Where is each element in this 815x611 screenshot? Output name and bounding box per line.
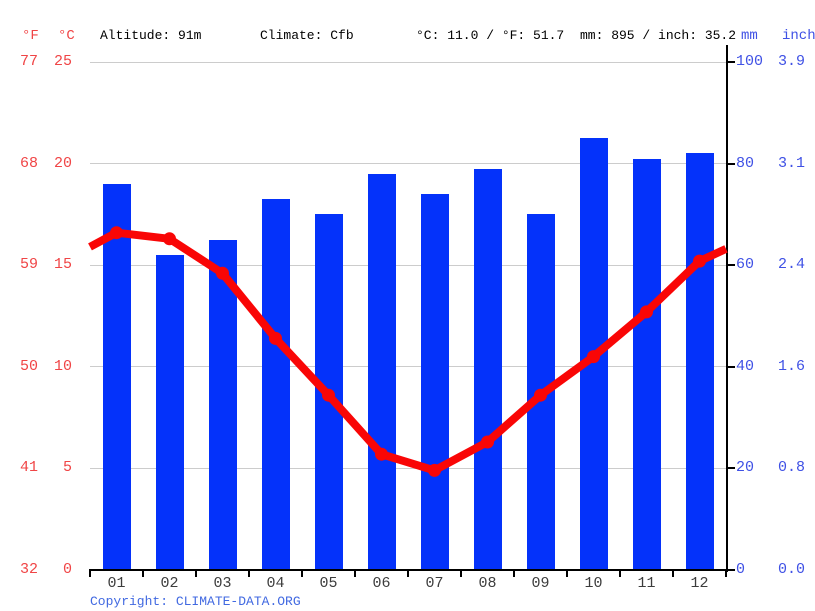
ytick-fahrenheit: 50	[19, 357, 38, 375]
ytick-celsius: 0	[62, 561, 72, 578]
right-axis-tick	[726, 569, 735, 571]
ytick-mm: 60	[736, 256, 755, 274]
precipitation-bar-12	[685, 153, 714, 570]
x-axis-tick	[619, 569, 621, 577]
precipitation-bar-10	[579, 138, 608, 570]
right-axis-line	[726, 45, 728, 572]
month-label-05: 05	[319, 575, 338, 592]
gridline	[90, 163, 726, 165]
ytick-inch: 3.9	[778, 53, 806, 70]
ytick-mm: 80	[736, 154, 755, 172]
precipitation-bar-01	[102, 183, 131, 570]
annual-precip-label: mm: 895 / inch: 35.2	[580, 28, 737, 43]
x-axis-tick	[407, 569, 409, 577]
month-label-10: 10	[584, 575, 603, 592]
month-label-08: 08	[478, 575, 497, 592]
month-label-06: 06	[372, 575, 391, 592]
fahrenheit-axis-unit: °F	[22, 28, 39, 44]
inch-axis-unit: inch	[782, 28, 815, 44]
precipitation-bar-05	[314, 214, 343, 570]
ytick-inch: 1.6	[778, 357, 806, 375]
ytick-mm: 20	[736, 459, 755, 477]
precipitation-bar-11	[632, 158, 661, 570]
temperature-line	[88, 228, 728, 475]
right-axis-tick	[726, 467, 735, 470]
right-axis-tick	[726, 162, 735, 165]
celsius-axis-unit: °C	[58, 28, 75, 44]
ytick-inch: 0.8	[778, 459, 806, 477]
climate-class-label: Climate: Cfb	[260, 28, 354, 43]
ytick-mm: 40	[736, 357, 755, 375]
precipitation-bar-03	[208, 239, 237, 570]
ytick-celsius: 15	[53, 256, 72, 274]
month-label-03: 03	[213, 575, 232, 592]
temperature-point-02	[163, 232, 176, 246]
ytick-inch: 0.0	[778, 561, 806, 578]
month-label-11: 11	[637, 575, 656, 592]
gridline	[90, 264, 726, 266]
copyright-prefix: Copyright:	[90, 594, 176, 609]
ytick-fahrenheit: 32	[19, 561, 38, 578]
month-label-09: 09	[531, 575, 550, 592]
month-label-07: 07	[425, 575, 444, 592]
right-axis-tick	[726, 365, 735, 368]
gridline	[90, 61, 726, 63]
ytick-mm: 100	[736, 53, 764, 70]
month-label-12: 12	[690, 575, 709, 592]
month-label-04: 04	[266, 575, 285, 592]
x-axis-tick	[142, 569, 144, 577]
x-axis-tick	[513, 569, 515, 577]
ytick-inch: 3.1	[778, 154, 806, 172]
gridline	[90, 366, 726, 368]
ytick-fahrenheit: 77	[19, 53, 38, 70]
ytick-fahrenheit: 68	[19, 154, 38, 172]
precipitation-bar-09	[526, 214, 555, 570]
x-axis-tick	[354, 569, 356, 577]
ytick-celsius: 25	[53, 53, 72, 70]
gridline	[90, 467, 726, 469]
copyright-site-link[interactable]: CLIMATE-DATA.ORG	[175, 594, 301, 609]
avg-temp-label: °C: 11.0 / °F: 51.7	[416, 28, 565, 43]
precipitation-bar-07	[420, 194, 449, 570]
ytick-fahrenheit: 59	[19, 256, 38, 274]
ytick-mm: 0	[736, 561, 746, 578]
month-label-01: 01	[107, 575, 126, 592]
x-axis-tick	[248, 569, 250, 577]
x-axis-tick	[672, 569, 674, 577]
x-axis-tick	[301, 569, 303, 577]
precipitation-bar-06	[367, 173, 396, 570]
altitude-label: Altitude: 91m	[100, 28, 202, 43]
x-axis-tick	[725, 569, 727, 577]
month-label-02: 02	[160, 575, 179, 592]
precipitation-bar-02	[155, 255, 184, 570]
precipitation-bar-04	[261, 199, 290, 570]
x-axis-tick	[460, 569, 462, 577]
ytick-fahrenheit: 41	[19, 459, 38, 477]
copyright: Copyright: CLIMATE-DATA.ORG	[90, 594, 301, 609]
x-axis-line	[90, 569, 728, 571]
ytick-celsius: 10	[53, 357, 72, 375]
ytick-celsius: 20	[53, 154, 72, 172]
x-axis-tick	[195, 569, 197, 577]
ytick-celsius: 5	[62, 459, 72, 477]
mm-axis-unit: mm	[741, 28, 758, 44]
x-axis-tick	[566, 569, 568, 577]
precipitation-bar-08	[473, 168, 502, 570]
ytick-inch: 2.4	[778, 256, 806, 274]
x-axis-tick	[89, 569, 91, 577]
right-axis-tick	[726, 264, 735, 267]
right-axis-tick	[726, 61, 735, 63]
